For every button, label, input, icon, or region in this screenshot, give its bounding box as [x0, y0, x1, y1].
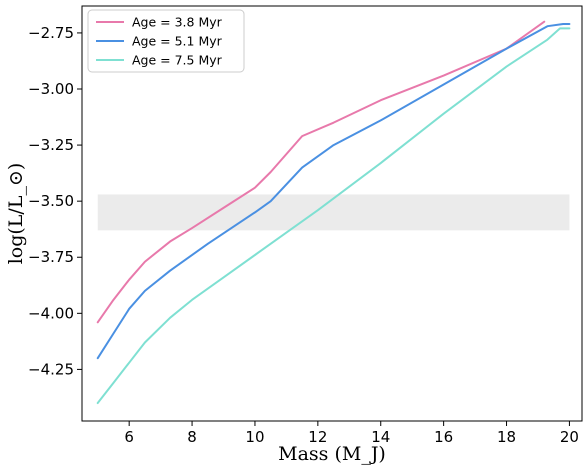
y-axis: −2.75 −3.00 −3.25 −3.50 −3.75 −4.00 −4.25: [28, 24, 82, 378]
legend-label-1: Age = 3.8 Myr: [132, 15, 223, 30]
legend: Age = 3.8 Myr Age = 5.1 Myr Age = 7.5 Myr: [87, 9, 245, 73]
y-tick-label: −3.75: [28, 248, 74, 266]
y-tick-label: −4.00: [28, 304, 74, 322]
series-line-2: [96, 22, 571, 360]
y-axis-label: log(L/L_⊙): [5, 163, 27, 265]
x-tick-label: 6: [124, 428, 134, 446]
y-tick-label: −3.25: [28, 136, 74, 154]
legend-box: [87, 9, 245, 73]
x-axis-label: Mass (M_J): [278, 443, 386, 465]
y-tick-label: −3.00: [28, 80, 74, 98]
y-tick-label: −4.25: [28, 360, 74, 378]
x-tick-label: 16: [434, 428, 453, 446]
series-line-3: [96, 27, 571, 405]
plot-area: [81, 5, 583, 422]
x-tick-label: 8: [187, 428, 197, 446]
x-tick-label: 20: [560, 428, 579, 446]
x-tick-label: 10: [245, 428, 264, 446]
plot-frame: [81, 5, 583, 422]
series-line-1: [96, 20, 546, 324]
y-tick-label: −2.75: [28, 24, 74, 42]
x-tick-label: 12: [308, 428, 327, 446]
legend-label-3: Age = 7.5 Myr: [132, 53, 223, 68]
y-tick-label: −3.50: [28, 192, 74, 210]
x-tick-label: 14: [371, 428, 390, 446]
x-axis: 6 8 10 12 14 16 18 20: [124, 421, 579, 446]
x-tick-label: 18: [497, 428, 516, 446]
legend-label-2: Age = 5.1 Myr: [132, 34, 223, 49]
shaded-band: [97, 194, 570, 231]
